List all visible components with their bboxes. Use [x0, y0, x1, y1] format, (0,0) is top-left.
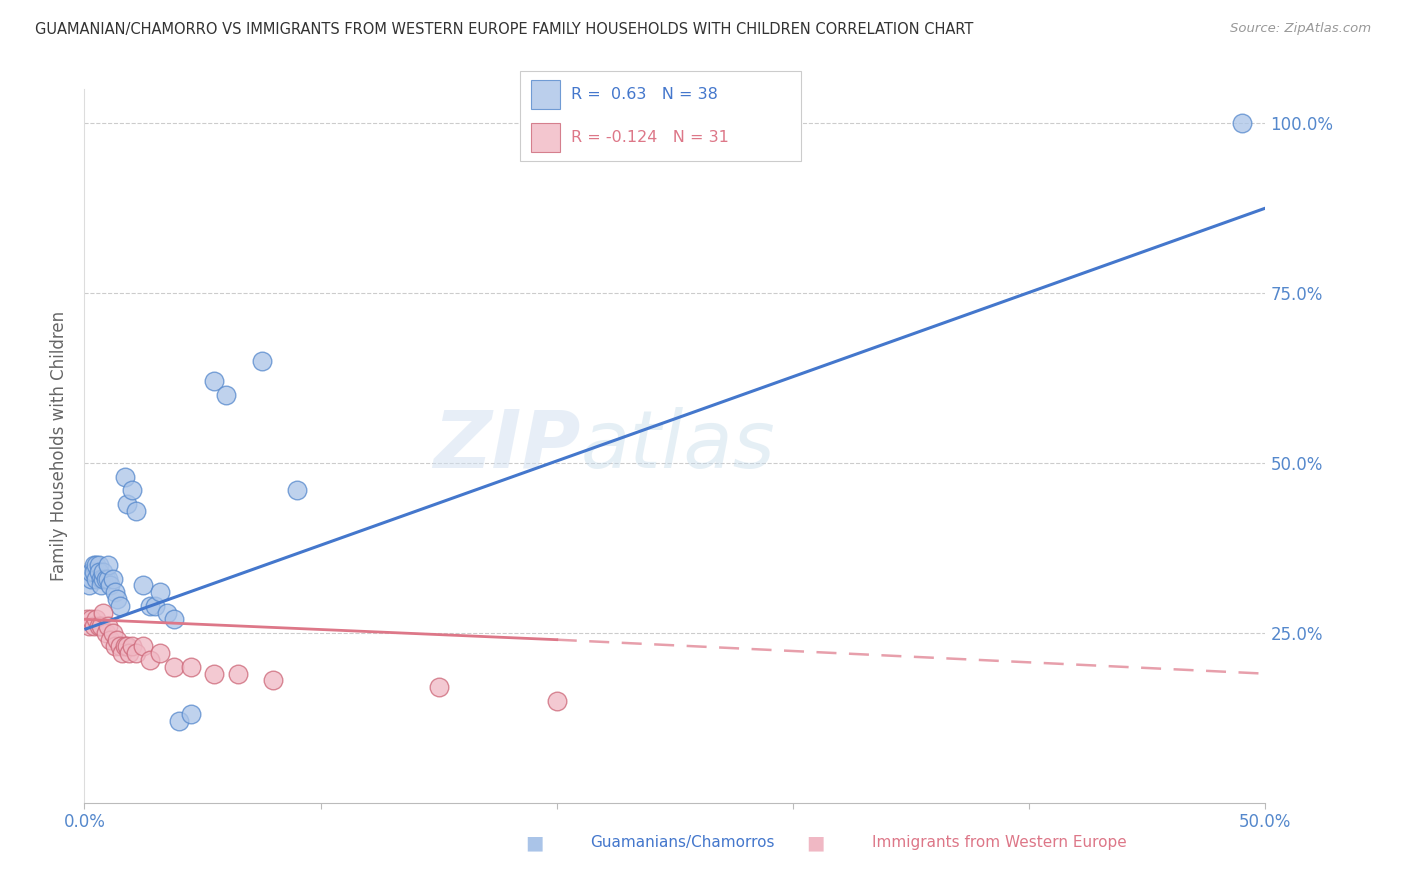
Point	[91, 572, 114, 586]
Point	[104, 585, 127, 599]
Point	[87, 558, 110, 572]
Point	[77, 578, 100, 592]
Point	[101, 572, 124, 586]
Point	[125, 503, 148, 517]
Point	[90, 572, 112, 586]
Point	[215, 388, 238, 402]
Point	[163, 660, 186, 674]
Point	[83, 619, 105, 633]
Point	[427, 680, 450, 694]
Point	[83, 565, 105, 579]
Point	[107, 591, 129, 606]
Point	[114, 469, 136, 483]
Point	[98, 632, 121, 647]
Point	[180, 707, 202, 722]
Point	[84, 612, 107, 626]
Text: ■: ■	[806, 833, 825, 853]
FancyBboxPatch shape	[520, 71, 801, 161]
Point	[90, 619, 112, 633]
Point	[101, 626, 124, 640]
Text: R =  0.63   N = 38: R = 0.63 N = 38	[571, 87, 717, 102]
Point	[149, 646, 172, 660]
Text: Guamanians/Chamorros: Guamanians/Chamorros	[591, 836, 775, 850]
Point	[84, 572, 107, 586]
Point	[139, 653, 162, 667]
Point	[80, 565, 103, 579]
Point	[143, 599, 166, 613]
Point	[132, 640, 155, 654]
Point	[285, 483, 308, 498]
Point	[156, 606, 179, 620]
Point	[97, 558, 120, 572]
Point	[115, 640, 138, 654]
Point	[97, 619, 120, 633]
Point	[125, 646, 148, 660]
Point	[114, 640, 136, 654]
Point	[121, 483, 143, 498]
Bar	[531, 123, 560, 152]
Point	[132, 578, 155, 592]
Point	[91, 606, 114, 620]
Point	[87, 619, 110, 633]
Point	[87, 565, 110, 579]
Point	[90, 578, 112, 592]
Point	[108, 640, 131, 654]
Point	[91, 565, 114, 579]
Text: GUAMANIAN/CHAMORRO VS IMMIGRANTS FROM WESTERN EUROPE FAMILY HOUSEHOLDS WITH CHIL: GUAMANIAN/CHAMORRO VS IMMIGRANTS FROM WE…	[35, 22, 973, 37]
Point	[111, 646, 134, 660]
Point	[149, 585, 172, 599]
Point	[108, 599, 131, 613]
Point	[80, 572, 103, 586]
Point	[80, 612, 103, 626]
Text: Source: ZipAtlas.com: Source: ZipAtlas.com	[1230, 22, 1371, 36]
Point	[167, 714, 190, 729]
Text: atlas: atlas	[581, 407, 775, 485]
Point	[83, 558, 105, 572]
Point	[98, 578, 121, 592]
Point	[202, 375, 225, 389]
Point	[180, 660, 202, 674]
Point	[163, 612, 186, 626]
Point	[226, 666, 249, 681]
Point	[104, 640, 127, 654]
Point	[202, 666, 225, 681]
Point	[139, 599, 162, 613]
Text: Immigrants from Western Europe: Immigrants from Western Europe	[872, 836, 1126, 850]
Point	[97, 572, 120, 586]
Point	[76, 612, 98, 626]
Point	[262, 673, 284, 688]
Text: ■: ■	[524, 833, 544, 853]
Point	[94, 626, 117, 640]
Point	[546, 694, 568, 708]
Point	[118, 646, 141, 660]
Point	[250, 354, 273, 368]
Point	[77, 619, 100, 633]
Point	[115, 497, 138, 511]
Y-axis label: Family Households with Children: Family Households with Children	[51, 311, 69, 581]
Text: R = -0.124   N = 31: R = -0.124 N = 31	[571, 130, 728, 145]
Point	[121, 640, 143, 654]
Bar	[531, 80, 560, 109]
Point	[107, 632, 129, 647]
Point	[1230, 116, 1253, 130]
Text: ZIP: ZIP	[433, 407, 581, 485]
Point	[84, 558, 107, 572]
Point	[94, 572, 117, 586]
